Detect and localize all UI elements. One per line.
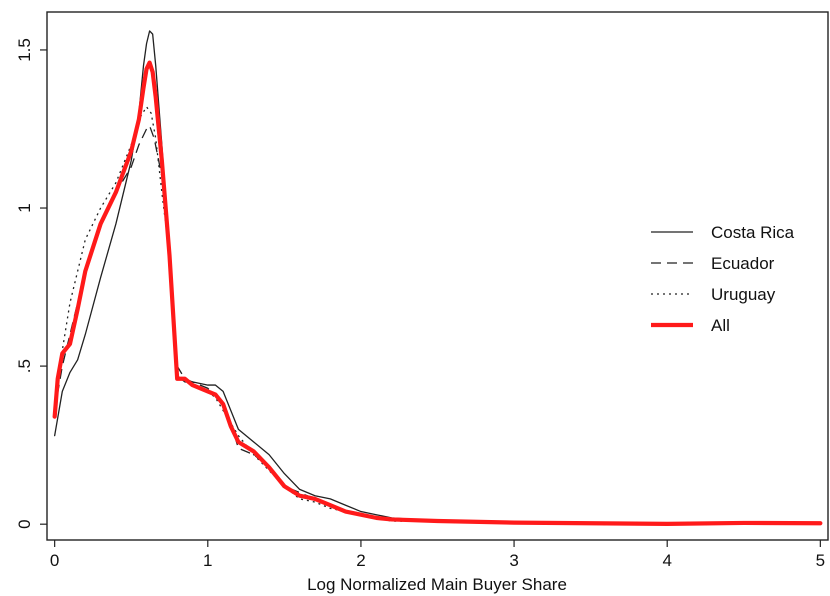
series-line-all <box>52 60 823 526</box>
legend: Costa Rica Ecuador Uruguay All <box>651 223 795 335</box>
legend-label-ecuador: Ecuador <box>711 254 775 273</box>
series-line-costa-rica <box>54 30 821 525</box>
x-tick-label: 4 <box>662 551 671 570</box>
series-layer <box>52 30 823 526</box>
y-tick-label: 1.5 <box>15 38 34 62</box>
x-tick-label: 0 <box>50 551 59 570</box>
legend-label-costa-rica: Costa Rica <box>711 223 795 242</box>
x-tick-label: 1 <box>203 551 212 570</box>
y-tick-label: 0 <box>15 519 34 528</box>
y-tick-label: .5 <box>15 359 34 373</box>
x-axis-title: Log Normalized Main Buyer Share <box>307 575 567 594</box>
axis-layer: 0 1 2 3 4 5 0 .5 1 1.5 <box>15 38 825 570</box>
series-line-uruguay <box>54 106 821 525</box>
legend-label-uruguay: Uruguay <box>711 285 776 304</box>
legend-label-all: All <box>711 316 730 335</box>
x-tick-label: 3 <box>509 551 518 570</box>
y-tick-label: 1 <box>15 203 34 212</box>
x-tick-label: 5 <box>816 551 825 570</box>
x-tick-label: 2 <box>356 551 365 570</box>
plot-frame <box>46 11 829 541</box>
